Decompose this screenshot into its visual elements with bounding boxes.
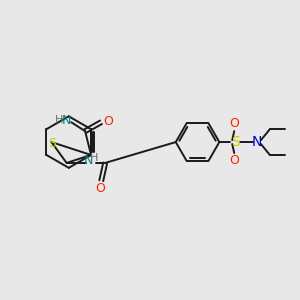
Text: S: S [231, 135, 240, 149]
Text: N: N [84, 154, 93, 167]
Text: H: H [90, 153, 98, 163]
Text: O: O [95, 182, 105, 195]
Text: O: O [229, 117, 239, 130]
Text: H: H [55, 115, 64, 125]
Text: S: S [48, 136, 56, 150]
Text: N: N [252, 135, 262, 149]
Text: O: O [229, 154, 239, 167]
Text: N: N [61, 114, 71, 127]
Text: O: O [103, 115, 113, 128]
